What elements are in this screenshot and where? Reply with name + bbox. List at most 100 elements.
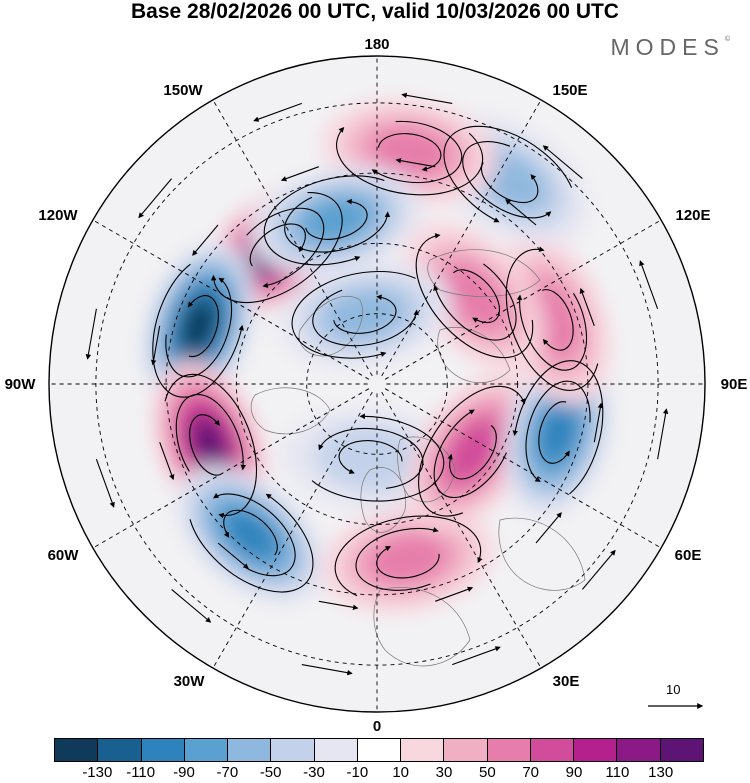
streamline	[263, 175, 385, 266]
colorbar-tick-label: 70	[522, 764, 539, 781]
streamline	[165, 277, 233, 378]
streamline	[418, 385, 526, 517]
flow-arrow	[301, 664, 353, 676]
anomaly-contour	[315, 425, 426, 492]
flow-arrow	[217, 542, 249, 569]
anomaly-contour	[539, 402, 577, 463]
anomaly-center-c7	[406, 373, 540, 530]
latitude-circle	[306, 313, 448, 455]
streamline	[415, 233, 534, 359]
streamline	[336, 126, 484, 196]
lon-label-90w: 90W	[4, 376, 36, 393]
streamline	[223, 509, 278, 556]
meridian-line	[384, 388, 662, 549]
streamline	[284, 196, 391, 253]
circulation-c1	[210, 192, 343, 303]
flow-arrow	[318, 600, 359, 611]
colorbar-swatch	[314, 739, 358, 761]
lon-label-120w: 120W	[38, 207, 78, 224]
streamline	[311, 413, 445, 502]
anomaly-contour	[367, 126, 452, 178]
colorbar-swatch	[444, 739, 488, 761]
flow-arrow	[581, 549, 616, 590]
circulation-c2	[152, 263, 244, 398]
streamline	[443, 125, 573, 223]
streamline	[481, 162, 539, 204]
flow-arrow	[452, 646, 501, 666]
streamline	[525, 380, 591, 482]
map-disc	[49, 56, 705, 712]
colorbar-swatch	[660, 739, 703, 761]
anomaly-contour	[182, 302, 215, 351]
streamline	[305, 198, 368, 240]
colorbar-swatch	[98, 739, 142, 761]
streamline	[338, 440, 403, 474]
colorbar	[54, 738, 704, 762]
flow-arrow	[138, 178, 173, 219]
streamline	[377, 133, 442, 172]
colorbar-swatch	[401, 739, 445, 761]
streamline	[249, 223, 306, 267]
meridian-line	[384, 219, 662, 380]
colorbar-tick-label: -50	[259, 764, 282, 781]
meridian-line	[212, 391, 373, 669]
colorbar-ticks: -130 -110 -90 -70 -50 -30 -10 10 30 50 70 90 110 130	[54, 764, 704, 782]
streamline	[505, 246, 599, 391]
meridian-line	[92, 388, 370, 549]
streamline	[371, 120, 463, 184]
anomaly-contour	[224, 511, 277, 559]
circulation-c8	[512, 360, 604, 495]
flow-arrow	[657, 408, 669, 460]
circulation-c7	[418, 385, 526, 517]
colorbar-tick-label: 50	[478, 764, 496, 781]
streamline	[210, 192, 343, 303]
lon-label-60w: 60W	[47, 547, 79, 564]
map-title: Base 28/02/2026 00 UTC, valid 10/03/2026…	[131, 0, 619, 23]
colorbar-tick-label: -90	[173, 764, 195, 781]
lon-label-30e: 30E	[552, 673, 580, 690]
colorbar-tick-label: -110	[126, 764, 156, 781]
colorbar-swatch	[574, 739, 618, 761]
lon-label-60e: 60E	[674, 547, 702, 564]
streamline	[189, 414, 221, 476]
streamline	[447, 424, 497, 480]
lon-label-90e: 90E	[720, 376, 748, 393]
anomaly-center-c4	[175, 465, 326, 604]
streamline	[333, 294, 397, 334]
streamline	[433, 409, 507, 498]
anomaly-field	[142, 99, 614, 613]
meridian-line	[381, 391, 542, 669]
streamline	[355, 527, 439, 591]
streamline	[312, 289, 419, 347]
streamline	[187, 295, 219, 358]
map-boundary	[48, 55, 706, 713]
colorbar-tick-label: -10	[346, 764, 369, 781]
flow-arrow	[535, 512, 562, 544]
colorbar-swatch	[487, 739, 531, 761]
flow-arrow	[280, 166, 319, 182]
colorbar-swatch	[617, 739, 661, 761]
circulation-c11	[443, 125, 573, 223]
streamline	[453, 269, 501, 324]
streamline	[334, 515, 483, 597]
circulation-c6	[311, 413, 445, 502]
streamline	[376, 546, 440, 579]
lon-label-30w: 30W	[173, 673, 205, 690]
anomaly-center-c2	[142, 240, 256, 412]
streamline	[164, 373, 258, 519]
flow-arrow	[95, 459, 115, 508]
circulation-c12	[336, 120, 484, 196]
colorbar-swatch	[271, 739, 315, 761]
flow-arrow	[401, 92, 453, 104]
flow-arrow	[192, 224, 219, 256]
streamline	[213, 493, 296, 577]
colorbar-swatch	[228, 739, 272, 761]
flow-arrow	[395, 157, 436, 168]
latitude-circle	[95, 102, 659, 666]
flow-arrow	[579, 287, 595, 326]
streamline	[175, 394, 247, 472]
colorbar-swatch	[184, 739, 229, 761]
copyright-mark: ©	[724, 36, 730, 43]
lon-label-150w: 150W	[163, 82, 203, 99]
